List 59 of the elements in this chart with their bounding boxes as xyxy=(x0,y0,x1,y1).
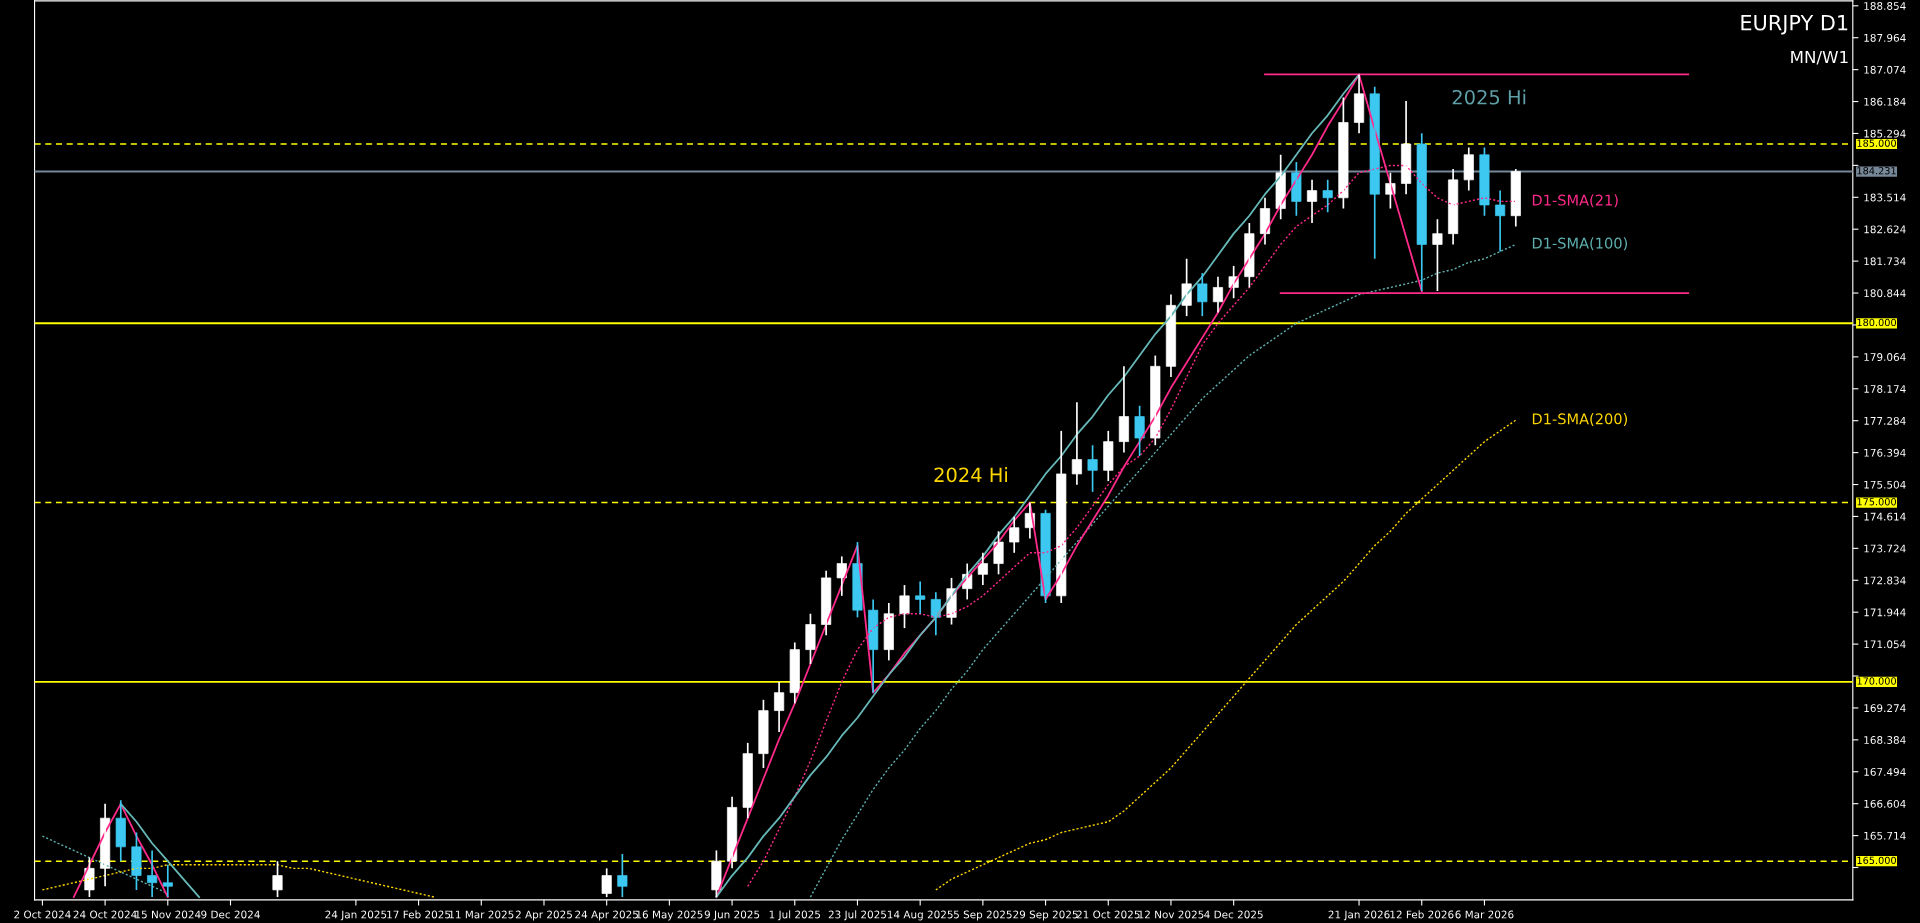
ref-line-label: 165.000 xyxy=(1857,856,1896,865)
y-tick-label: 173.724 xyxy=(1864,544,1906,553)
y-tick-label: 183.514 xyxy=(1864,193,1906,202)
ref-line-label: 184.231 xyxy=(1857,167,1896,175)
y-tick-label: 181.734 xyxy=(1864,257,1906,266)
x-tick-label: 16 May 2025 xyxy=(636,910,703,921)
ref-line-label: 175.000 xyxy=(1857,498,1896,506)
series-label: D1-SMA(21) xyxy=(1532,194,1618,208)
y-tick-label: 177.284 xyxy=(1864,416,1906,425)
x-tick-label: 14 Aug 2025 xyxy=(887,910,953,921)
y-tick-label: 167.494 xyxy=(1864,767,1906,776)
x-tick-label: 15 Nov 2024 xyxy=(135,910,201,919)
ref-line-label: 170.000 xyxy=(1857,677,1896,685)
y-tick-label: 176.394 xyxy=(1864,448,1906,457)
y-tick-label: 188.854 xyxy=(1864,2,1906,10)
y-tick-label: 165.714 xyxy=(1864,831,1906,840)
x-tick-label: 12 Nov 2025 xyxy=(1138,910,1204,919)
y-tick-label: 179.064 xyxy=(1864,353,1906,361)
annotation: EURJPY D1 xyxy=(1741,15,1848,35)
x-tick-label: 21 Oct 2025 xyxy=(1076,910,1140,919)
x-tick-label: 4 Dec 2025 xyxy=(1204,910,1263,919)
y-tick-label: 172.834 xyxy=(1864,576,1906,585)
x-tick-label: 29 Sep 2025 xyxy=(1013,910,1078,921)
annotation: 2024 Hi xyxy=(934,467,1007,483)
x-tick-label: 24 Apr 2025 xyxy=(575,910,638,921)
x-tick-label: 24 Jan 2025 xyxy=(325,910,387,921)
y-tick-label: 166.604 xyxy=(1864,799,1906,808)
y-tick-label: 187.964 xyxy=(1864,33,1906,42)
y-tick-label: 175.504 xyxy=(1864,480,1906,489)
y-tick-label: 178.174 xyxy=(1864,385,1906,393)
y-tick-label: 187.074 xyxy=(1864,65,1906,74)
x-tick-label: 23 Jul 2025 xyxy=(828,910,887,921)
annotation: MN/W1 xyxy=(1791,50,1848,65)
y-tick-label: 182.624 xyxy=(1864,225,1906,234)
y-tick-label: 174.614 xyxy=(1864,512,1906,521)
y-tick-label: 185.294 xyxy=(1864,129,1906,138)
x-tick-label: 1 Jul 2025 xyxy=(769,910,821,921)
x-tick-label: 24 Oct 2024 xyxy=(73,910,137,919)
y-tick-label: 171.944 xyxy=(1864,608,1906,617)
y-tick-label: 171.054 xyxy=(1864,640,1906,649)
y-tick-label: 180.844 xyxy=(1864,289,1906,298)
x-tick-label: 12 Feb 2026 xyxy=(1390,910,1454,919)
x-tick-label: 9 Dec 2024 xyxy=(201,910,260,919)
x-tick-label: 11 Mar 2025 xyxy=(449,910,514,919)
x-tick-label: 2 Oct 2024 xyxy=(14,910,71,919)
ref-line-label: 180.000 xyxy=(1857,318,1896,327)
y-tick-label: 186.184 xyxy=(1864,97,1906,106)
y-tick-label: 168.384 xyxy=(1864,736,1906,744)
x-tick-label: 21 Jan 2026 xyxy=(1328,910,1390,921)
y-tick-label: 169.274 xyxy=(1864,704,1906,713)
series-label: D1-SMA(200) xyxy=(1532,413,1628,427)
annotation: 2025 Hi xyxy=(1452,89,1526,105)
x-tick-label: 17 Feb 2025 xyxy=(387,910,451,919)
x-tick-label: 6 Mar 2026 xyxy=(1455,910,1514,919)
x-tick-label: 9 Jun 2025 xyxy=(704,910,760,921)
series-label: D1-SMA(100) xyxy=(1532,237,1628,251)
x-tick-label: 5 Sep 2025 xyxy=(953,910,1012,921)
ref-line-label: 185.000 xyxy=(1857,139,1896,147)
x-tick-label: 2 Apr 2025 xyxy=(515,910,572,921)
